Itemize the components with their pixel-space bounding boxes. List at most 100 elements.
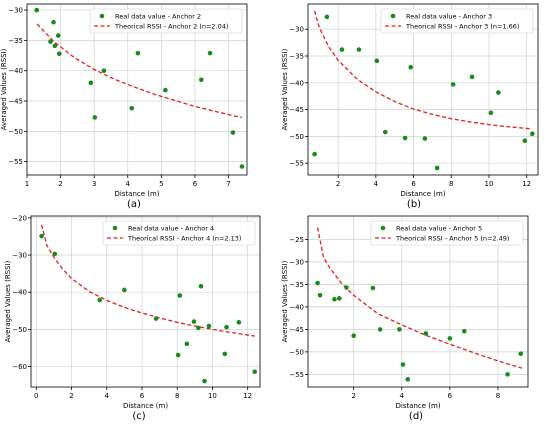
- data-point: [402, 135, 408, 141]
- y-tick-label: −30: [12, 252, 27, 260]
- legend-label: Theorical RSSI - Anchor 2 (n=2.04): [114, 23, 228, 31]
- x-tick-label: 2: [336, 180, 340, 188]
- data-point: [122, 287, 127, 293]
- y-tick-label: −35: [289, 281, 304, 289]
- y-tick-label: −55: [8, 158, 23, 166]
- legend-label: Real data value - Anchor 5: [396, 225, 482, 233]
- data-point: [163, 87, 168, 93]
- data-point: [184, 341, 190, 347]
- data-point: [88, 80, 94, 86]
- plot-frame: [307, 3, 539, 176]
- data-point: [153, 316, 159, 321]
- x-tick-label: 6: [411, 180, 416, 188]
- data-point: [129, 105, 135, 111]
- data-point: [332, 296, 337, 302]
- x-tick-label: 7: [226, 180, 230, 188]
- y-tick-label: −40: [289, 79, 304, 87]
- data-point: [34, 7, 40, 13]
- x-tick-label: 4: [126, 180, 131, 188]
- data-point: [207, 50, 213, 56]
- data-point: [339, 47, 345, 52]
- x-tick-label: 8: [449, 180, 453, 188]
- data-point: [370, 285, 376, 291]
- panel-caption: (c): [132, 411, 145, 422]
- data-point: [236, 320, 242, 325]
- data-point: [52, 43, 58, 49]
- x-tick-label: 3: [92, 180, 96, 188]
- data-point: [351, 333, 356, 339]
- data-point: [55, 33, 61, 38]
- data-point: [177, 293, 183, 298]
- data-point: [315, 280, 320, 286]
- y-axis-label: Averaged Values (RSSI): [0, 48, 8, 130]
- x-tick-label: 1: [25, 180, 29, 188]
- y-tick-label: −45: [289, 326, 304, 334]
- plot-frame: [26, 3, 248, 176]
- legend-label: Real data value - Anchor 3: [406, 13, 492, 21]
- data-point: [324, 14, 330, 20]
- y-tick-label: −40: [8, 67, 23, 75]
- y-tick-label: −50: [12, 326, 27, 334]
- y-tick-label: −25: [289, 236, 304, 244]
- data-point: [522, 138, 528, 143]
- x-axis-label: Distance (m): [123, 402, 168, 410]
- x-axis-label: Distance (m): [400, 190, 445, 198]
- plot-frame: [307, 215, 529, 388]
- data-point: [252, 369, 258, 375]
- y-tick-label: −40: [289, 303, 304, 311]
- x-tick-label: 10: [485, 180, 494, 188]
- data-point: [397, 327, 402, 332]
- y-axis-label: Averaged Values (RSSI): [281, 48, 289, 130]
- x-tick-label: 2: [351, 392, 355, 400]
- data-point: [199, 77, 204, 83]
- x-tick-label: 12: [243, 392, 252, 400]
- data-point: [51, 19, 56, 25]
- data-point: [382, 129, 388, 135]
- legend-label: Theorical RSSI - Anchor 5 (n=2.49): [395, 235, 509, 243]
- legend-marker-points: [112, 225, 118, 231]
- legend-label: Theorical RSSI - Anchor 3 (n=1.66): [405, 23, 519, 31]
- data-point: [450, 82, 456, 87]
- x-tick-label: 4: [400, 392, 405, 400]
- y-tick-label: −55: [289, 371, 304, 379]
- x-tick-label: 2: [69, 392, 73, 400]
- data-point: [239, 164, 245, 169]
- data-point: [191, 319, 197, 324]
- y-tick-label: −50: [289, 348, 304, 356]
- data-point: [56, 51, 62, 57]
- y-tick-label: −45: [289, 106, 304, 114]
- data-point: [400, 362, 406, 367]
- data-point: [518, 351, 524, 357]
- panel-caption: (a): [127, 199, 141, 210]
- data-point: [469, 74, 475, 80]
- series-line-theoretical: [36, 23, 243, 119]
- data-point: [101, 68, 107, 74]
- y-tick-label: −55: [289, 160, 304, 168]
- legend-marker-points: [99, 13, 105, 19]
- y-tick-label: −35: [289, 52, 304, 60]
- chart-panel-4: 2 4 6 8 −55 −50 −45 −40 −35 −30 −25 Distance (m) Ave…: [281, 215, 529, 422]
- data-point: [530, 131, 535, 137]
- legend-box: [102, 220, 256, 246]
- series-line-theoretical: [316, 227, 523, 369]
- x-tick-label: 6: [448, 392, 453, 400]
- data-point: [206, 323, 212, 329]
- panel-caption: (d): [409, 411, 423, 422]
- data-point: [422, 136, 428, 141]
- y-axis-label: Averaged Values (RSSI): [281, 260, 289, 342]
- y-tick-label: −50: [289, 133, 304, 141]
- x-axis-label: Distance (m): [395, 402, 440, 410]
- data-point: [377, 327, 383, 332]
- data-point: [356, 47, 362, 52]
- y-tick-label: −35: [8, 37, 23, 45]
- data-point: [198, 283, 204, 289]
- legend-marker-points: [390, 13, 396, 19]
- data-point: [434, 165, 440, 171]
- data-point: [336, 296, 342, 301]
- y-tick-label: −30: [289, 26, 304, 34]
- chart-panel-1: 1 2 3 4 5 6 7 −55 −50 −45 −40 −35 −30 Distance (m) Ave…: [0, 3, 248, 210]
- legend-marker-points: [380, 225, 386, 231]
- y-tick-label: −50: [8, 128, 23, 136]
